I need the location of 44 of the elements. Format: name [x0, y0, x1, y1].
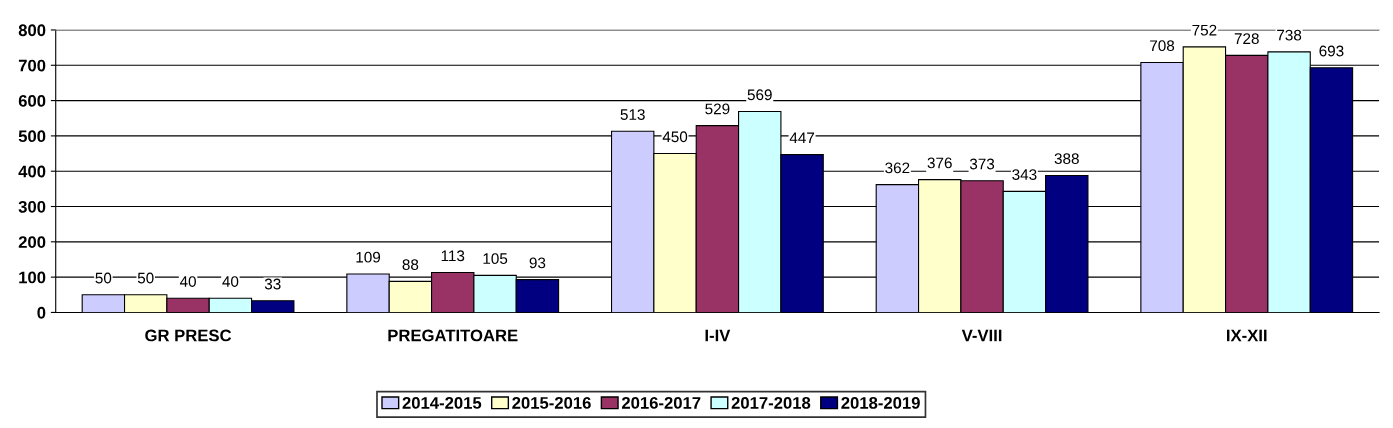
x-tick-label: PREGATITOARE	[388, 329, 518, 342]
data-label: 447	[789, 132, 815, 144]
data-label: 40	[222, 276, 239, 287]
data-label: 738	[1277, 29, 1302, 41]
data-label: 105	[483, 253, 508, 265]
data-label: 113	[441, 250, 465, 262]
y-tick-label: 500	[18, 130, 46, 143]
data-label: 50	[137, 272, 154, 284]
data-label: 362	[885, 162, 910, 174]
legend-label: 2014-2015	[402, 397, 482, 409]
data-label: 93	[529, 257, 546, 269]
x-tick-label: IX-XII	[1227, 329, 1267, 342]
data-label: 40	[179, 276, 196, 287]
y-tick-label: 700	[18, 59, 46, 72]
legend-label: 2015-2016	[512, 397, 591, 409]
data-label: 529	[705, 103, 730, 115]
y-tick-label: 0	[37, 306, 46, 319]
data-label: 693	[1319, 45, 1344, 57]
data-label: 752	[1192, 24, 1217, 36]
y-tick-label: 100	[19, 271, 46, 284]
legend-label: 2018-2019	[841, 397, 920, 409]
x-tick-label: I-IV	[705, 329, 731, 342]
data-label: 50	[95, 272, 112, 284]
legend-label: 2016-2017	[621, 397, 701, 409]
y-tick-label: 300	[18, 200, 46, 213]
y-tick-label: 200	[18, 236, 46, 249]
y-tick-label: 400	[18, 165, 46, 178]
data-label: 513	[620, 109, 645, 120]
data-label: 343	[1012, 169, 1037, 180]
data-label: 450	[662, 131, 688, 143]
legend-label: 2017-2018	[731, 397, 811, 409]
data-label: 33	[264, 278, 281, 290]
data-label: 88	[402, 259, 419, 271]
data-label: 708	[1150, 40, 1175, 52]
data-label: 569	[747, 89, 772, 101]
data-label: 109	[356, 251, 381, 263]
data-label: 728	[1234, 33, 1259, 45]
data-label: 373	[969, 158, 995, 170]
x-tick-label: GR PRESC	[145, 329, 232, 342]
y-tick-label: 600	[18, 94, 46, 107]
data-label: 388	[1054, 153, 1079, 165]
x-tick-label: V-VIII	[961, 329, 1002, 342]
data-label: 376	[927, 157, 952, 169]
y-tick-label: 800	[18, 24, 46, 37]
